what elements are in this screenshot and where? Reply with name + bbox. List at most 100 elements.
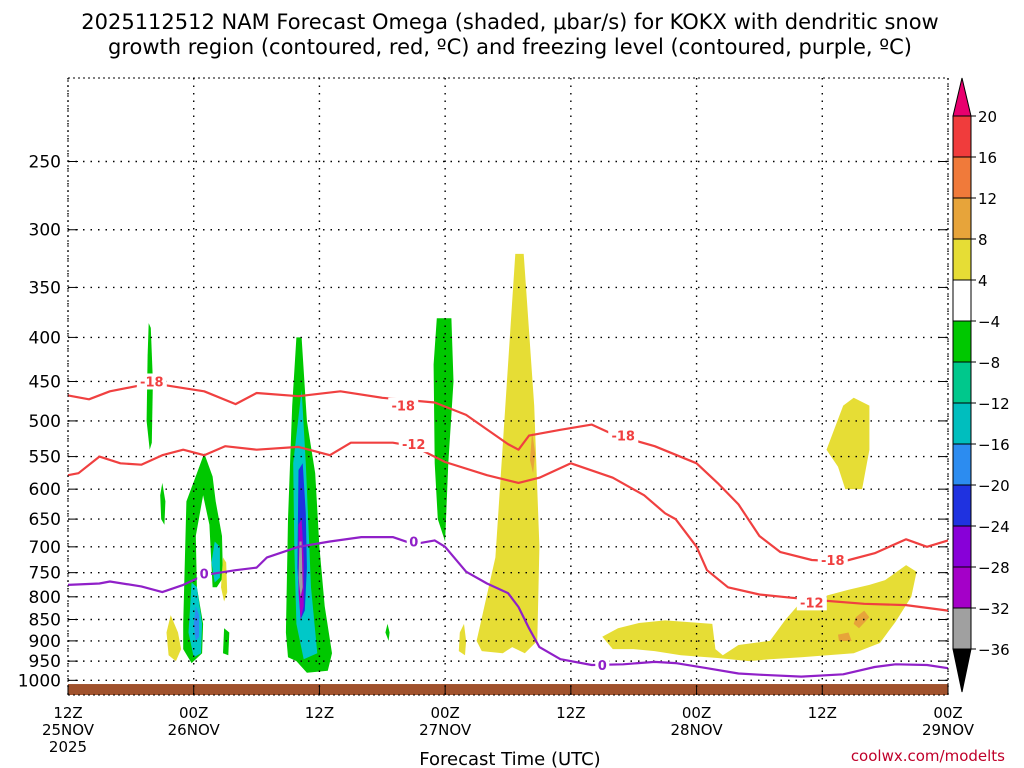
contour-label-2-0: 0 <box>200 568 209 583</box>
credit-text: coolwx.com/modelts <box>851 747 1005 765</box>
colorbar-box-3 <box>952 238 972 281</box>
x-tick-label-4-0: 12Z <box>556 704 585 722</box>
contour-label-bg-0-2 <box>608 427 639 444</box>
x-tick-label-3-1: 27NOV <box>419 721 472 739</box>
y-tick-label-0: 250 <box>29 153 61 173</box>
colorbar-label-4: 4 <box>978 272 988 290</box>
omega-region-2 <box>166 615 182 662</box>
contour-label-0-3: -18 <box>821 554 845 569</box>
plot-frame <box>67 77 949 696</box>
colorbar-top-arrow <box>952 77 972 117</box>
contour-label-bg-2-2 <box>595 657 610 674</box>
contour-label-bg-2-0 <box>197 565 212 582</box>
x-tick-label-0-0: 12Z <box>53 704 82 722</box>
x-tick-label-0-1: 25NOV <box>42 721 95 739</box>
colorbar-box-2 <box>952 197 972 240</box>
x-tick-label-7-1: 29NOV <box>922 721 975 739</box>
x-axis-label: Forecast Time (UTC) <box>419 749 600 768</box>
y-tick-label-4: 450 <box>29 372 61 392</box>
colorbar-box-12 <box>952 607 972 650</box>
colorbar-box-11 <box>952 566 972 609</box>
omega-region-19 <box>602 565 917 662</box>
colorbar: 20 16 12 8 4 −4 −8 −12 −16 −20 −24 −28 −32 −36 <box>952 77 1010 693</box>
colorbar-label-13: −36 <box>978 641 1010 659</box>
contour-label-1-1: -12 <box>800 596 824 611</box>
omega-region-14 <box>385 623 390 641</box>
colorbar-label-7: −12 <box>978 395 1010 413</box>
colorbar-label-11: −28 <box>978 559 1010 577</box>
contour-label-1-0: -12 <box>402 438 426 453</box>
y-tick-label-8: 650 <box>29 510 61 530</box>
colorbar-box-7 <box>952 402 972 445</box>
y-tick-label-7: 600 <box>29 480 61 500</box>
omega-region-6 <box>193 606 199 641</box>
contour-label-0-1: -18 <box>391 400 415 415</box>
contour-label-bg-1-0 <box>398 436 429 453</box>
colorbar-label-9: −20 <box>978 477 1010 495</box>
x-tick-label-7-0: 00Z <box>933 704 962 722</box>
x-tick-label-6-0: 12Z <box>808 704 837 722</box>
colorbar-box-10 <box>952 525 972 568</box>
x-tick-label-2-0: 12Z <box>305 704 334 722</box>
y-tick-label-11: 800 <box>29 588 61 608</box>
colorbar-box-8 <box>952 443 972 486</box>
colorbar-box-0 <box>952 115 972 158</box>
omega-region-7 <box>221 557 228 602</box>
y-tick-label-6: 550 <box>29 448 61 468</box>
contour-label-2-1: 0 <box>409 535 418 550</box>
y-axis: 2503003504004505005506006507007508008509… <box>18 153 948 691</box>
y-tick-label-5: 500 <box>29 412 61 432</box>
chart-title-line-1: 2025112512 NAM Forecast Omega (shaded, μ… <box>81 10 938 34</box>
contour-label-2-2: 0 <box>598 659 607 674</box>
contour-label-bg-0-1 <box>388 397 419 414</box>
y-tick-label-9: 700 <box>29 538 61 558</box>
x-tick-label-1-1: 26NOV <box>168 721 221 739</box>
colorbar-label-10: −24 <box>978 518 1010 536</box>
y-tick-label-1: 300 <box>29 221 61 241</box>
colorbar-label-0: 20 <box>978 108 997 126</box>
contour-label-bg-2-1 <box>406 533 421 550</box>
omega-region-22 <box>826 397 870 490</box>
omega-region-8 <box>223 628 230 656</box>
colorbar-label-6: −8 <box>978 354 1000 372</box>
x-tick-label-3-0: 00Z <box>430 704 459 722</box>
omega-region-15 <box>433 318 454 542</box>
colorbar-label-3: 8 <box>978 231 988 249</box>
colorbar-box-4 <box>952 279 972 322</box>
contour-label-bg-0-3 <box>817 551 848 568</box>
y-tick-label-2: 350 <box>29 278 61 298</box>
contour-label-bg-0-0 <box>136 373 167 390</box>
x-tick-label-5-1: 28NOV <box>671 721 724 739</box>
x-tick-label-1-0: 00Z <box>179 704 208 722</box>
colorbar-label-12: −32 <box>978 600 1010 618</box>
y-tick-label-14: 950 <box>29 652 61 672</box>
contour-label-0-2: -18 <box>611 430 635 445</box>
colorbar-box-1 <box>952 156 972 199</box>
terrain-band <box>68 684 948 695</box>
chart-title-line-2: growth region (contoured, red, ºC) and f… <box>108 35 912 59</box>
omega-region-17 <box>476 253 540 654</box>
contour-line-1 <box>67 441 949 612</box>
colorbar-box-5 <box>952 320 972 363</box>
omega-region-20 <box>838 632 852 641</box>
y-tick-label-15: 1000 <box>18 671 61 691</box>
omega-region-21 <box>853 610 870 629</box>
x-tick-label-5-0: 00Z <box>682 704 711 722</box>
omega-region-1 <box>160 482 166 525</box>
colorbar-label-8: −16 <box>978 436 1010 454</box>
contour-label-bg-1-1 <box>796 594 827 611</box>
y-tick-label-12: 850 <box>29 611 61 631</box>
colorbar-label-5: −4 <box>978 313 1000 331</box>
colorbar-box-6 <box>952 361 972 404</box>
colorbar-box-9 <box>952 484 972 527</box>
plot-area: -18 -18 -18 -18 -12 -12 0 0 0 <box>67 77 949 696</box>
contour-label-0-0: -18 <box>140 375 164 390</box>
contour-line-0 <box>67 382 949 563</box>
omega-region-13 <box>298 541 303 597</box>
colorbar-label-2: 12 <box>978 190 997 208</box>
colorbar-label-1: 16 <box>978 149 997 167</box>
y-tick-label-3: 400 <box>29 328 61 348</box>
colorbar-bottom-arrow <box>952 648 972 693</box>
